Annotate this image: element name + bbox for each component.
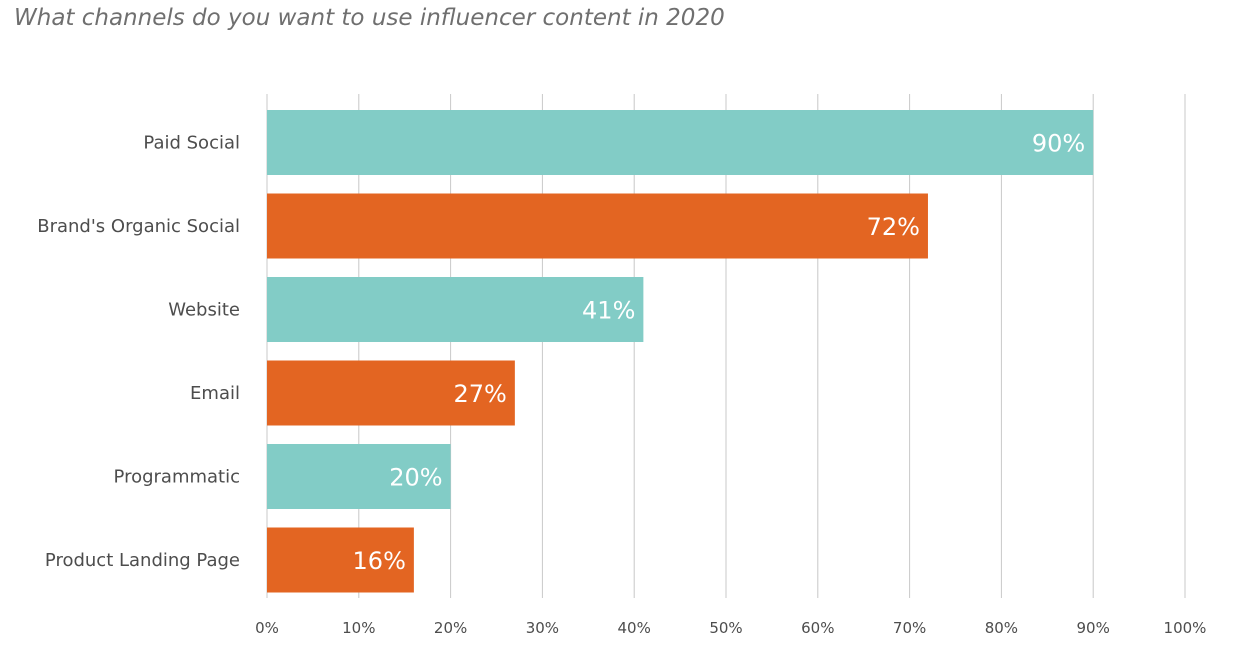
x-axis-tick-labels: 0% 10% 20% 30% 40% 50% 60% 70% 80% 90% 100% (255, 619, 1206, 637)
bar (267, 360, 515, 426)
bar (267, 444, 451, 509)
category-label: Product Landing Page (45, 550, 240, 571)
bar (267, 110, 1094, 175)
category-labels: Paid Social Brand's Organic Social Website… (37, 133, 240, 572)
bar (267, 193, 928, 259)
x-tick-label: 80% (985, 619, 1018, 637)
x-tick-label: 30% (526, 619, 559, 637)
category-label: Brand's Organic Social (37, 216, 240, 237)
bar (267, 527, 414, 593)
data-label: 20% (389, 464, 442, 492)
x-tick-label: 100% (1164, 619, 1207, 637)
bar (267, 277, 644, 342)
x-tick-label: 50% (709, 619, 742, 637)
data-labels: 90% 72% 41% 27% 20% 16% (353, 130, 1086, 576)
x-tick-label: 10% (342, 619, 375, 637)
x-tick-label: 20% (434, 619, 467, 637)
chart-title: What channels do you want to use influen… (14, 5, 725, 31)
category-label: Email (190, 383, 240, 404)
bars (267, 110, 1094, 593)
data-label: 16% (353, 547, 406, 575)
category-label: Programmatic (114, 467, 240, 488)
x-tick-label: 70% (893, 619, 926, 637)
category-label: Paid Social (143, 133, 240, 154)
gridlines (266, 94, 1186, 598)
data-label: 72% (867, 213, 920, 241)
data-label: 41% (582, 297, 635, 325)
x-tick-label: 0% (255, 619, 279, 637)
category-label: Website (168, 300, 240, 321)
x-tick-label: 60% (801, 619, 834, 637)
x-tick-label: 40% (618, 619, 651, 637)
data-label: 27% (454, 380, 507, 408)
x-tick-label: 90% (1077, 619, 1110, 637)
data-label: 90% (1032, 130, 1085, 158)
